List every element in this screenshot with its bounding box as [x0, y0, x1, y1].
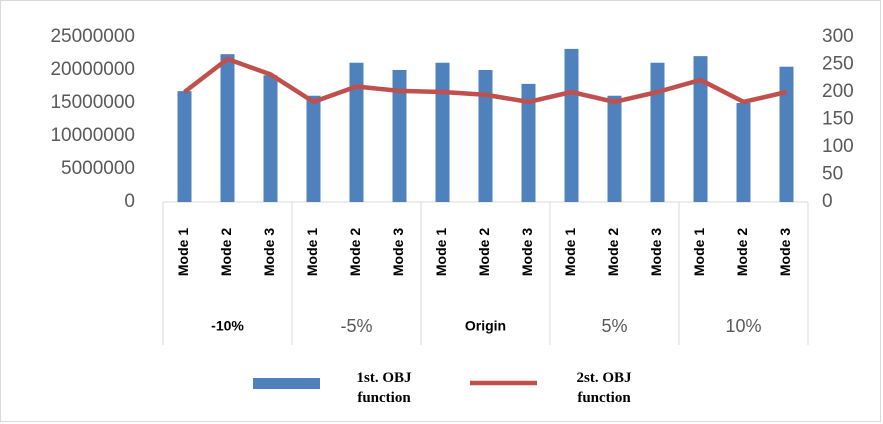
y2-tick-label: 200: [822, 81, 854, 102]
bar: [607, 95, 622, 202]
y-tick-label: 15000000: [50, 92, 135, 113]
group-label: 5%: [601, 316, 627, 336]
legend-swatch: [253, 378, 320, 389]
bar: [736, 103, 751, 202]
bar: [177, 91, 192, 202]
x-tick-label: Mode 2: [605, 228, 621, 276]
x-tick-label: Mode 3: [648, 228, 664, 276]
y2-tick-label: 50: [822, 164, 843, 185]
x-tick-label: Mode 2: [734, 228, 750, 276]
x-tick-label: Mode 1: [304, 228, 320, 276]
x-tick-label: Mode 2: [476, 228, 492, 276]
x-tick-label: Mode 3: [261, 228, 277, 276]
legend-label: 1st. OBJ function: [356, 370, 412, 406]
bar: [779, 66, 794, 202]
x-tick-label: Mode 1: [433, 228, 449, 276]
y2-tick-label: 100: [822, 136, 854, 157]
group-label: -5%: [340, 316, 372, 336]
y2-tick-label: 0: [822, 191, 833, 212]
y-tick-label: 0: [124, 191, 135, 212]
bar: [392, 70, 407, 202]
x-tick-label: Mode 1: [562, 228, 578, 276]
x-tick-label: Mode 1: [691, 228, 707, 276]
bar: [521, 83, 536, 202]
group-label: Origin: [465, 318, 506, 334]
y-tick-label: 20000000: [50, 59, 135, 80]
bar: [478, 70, 493, 202]
y2-tick-label: 150: [822, 109, 854, 130]
x-tick-label: Mode 2: [218, 228, 234, 276]
bar: [263, 75, 278, 202]
y2-tick-label: 250: [822, 54, 854, 75]
x-tick-label: Mode 3: [777, 228, 793, 276]
bar: [349, 62, 364, 202]
x-tick-label: Mode 2: [347, 228, 363, 276]
bar: [693, 56, 708, 202]
x-tick-label: Mode 3: [519, 228, 535, 276]
bar: [435, 62, 450, 202]
bar: [220, 54, 235, 202]
group-label: 10%: [725, 316, 761, 336]
group-label: -10%: [211, 318, 244, 334]
y-tick-label: 10000000: [50, 125, 135, 146]
line: [183, 56, 788, 105]
legend-label: 2st. OBJ function: [576, 370, 632, 406]
bar: [306, 95, 321, 202]
y-tick-label: 5000000: [61, 158, 135, 179]
x-tick-label: Mode 3: [390, 228, 406, 276]
y2-tick-label: 300: [822, 26, 854, 47]
bar: [564, 48, 579, 202]
bar: [650, 62, 665, 202]
y-tick-label: 25000000: [50, 26, 135, 47]
x-tick-label: Mode 1: [175, 228, 191, 276]
